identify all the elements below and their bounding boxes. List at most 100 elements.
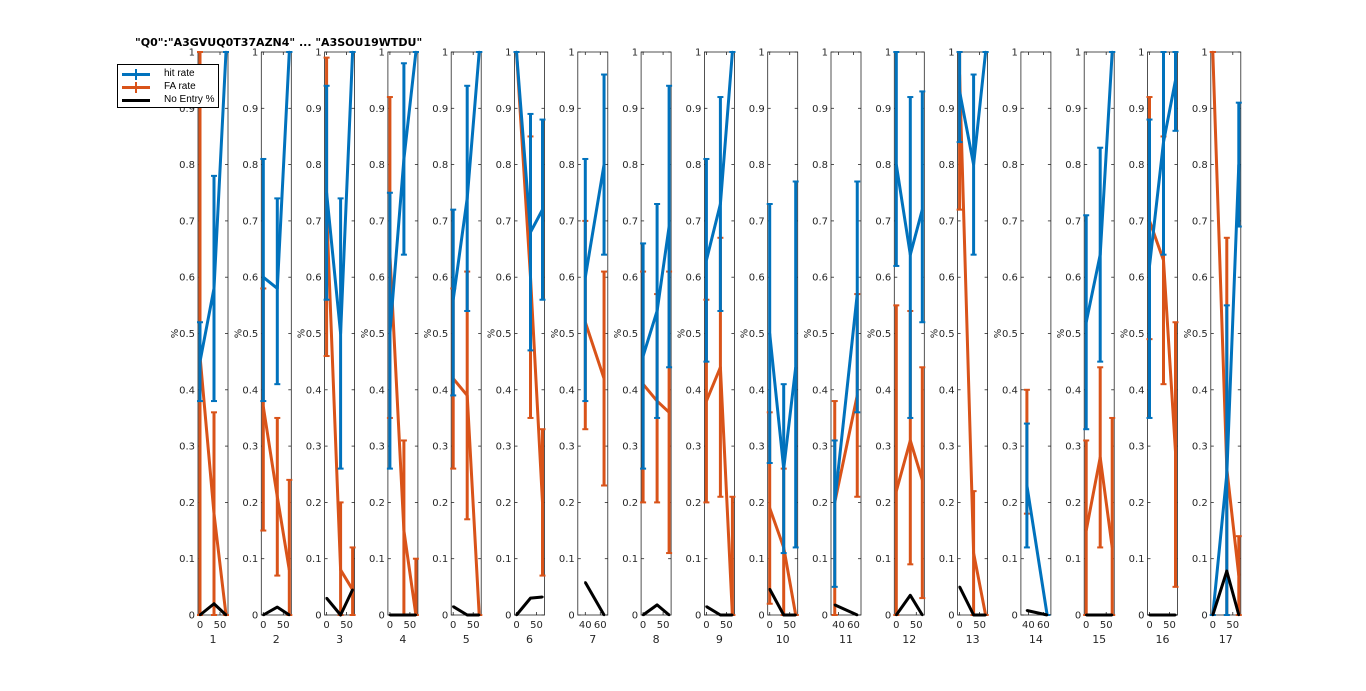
y-tick-label: 0 xyxy=(632,611,638,622)
y-tick-label: 0.6 xyxy=(749,273,765,284)
no-entry-point xyxy=(1045,613,1049,617)
y-tick-label: 0.4 xyxy=(1002,385,1018,396)
subplot-14: 0 0.1 0.2 0.3 0.4 0.5 0.6 0.7 0.8 0.9 1% 40 60 14 xyxy=(993,48,1052,646)
y-tick-label: 0.9 xyxy=(749,104,765,115)
y-tick-label: 0.7 xyxy=(179,216,195,227)
y-tick-label: 0.7 xyxy=(1065,216,1081,227)
hit-rate-point xyxy=(1162,140,1165,144)
no-entry-point xyxy=(602,613,606,617)
no-entry-point xyxy=(288,613,291,617)
x-tick-label: 60 xyxy=(847,620,860,631)
y-tick-label: 0 xyxy=(189,611,195,622)
y-tick-label: 0.7 xyxy=(306,216,322,227)
x-tick-label: 50 xyxy=(910,620,923,631)
y-tick-label: 0.6 xyxy=(306,273,322,284)
y-tick-label: 0.1 xyxy=(1192,554,1208,565)
subplot-9: 0 0.1 0.2 0.3 0.4 0.5 0.6 0.7 0.8 0.9 1% 0 50 9 xyxy=(676,48,736,646)
y-tick-label: 0.7 xyxy=(1192,216,1208,227)
x-tick-label: 0 xyxy=(450,620,456,631)
y-tick-label: 0.5 xyxy=(939,329,955,340)
hit-rate-point xyxy=(515,50,518,54)
x-tick-label: 0 xyxy=(197,620,203,631)
y-tick-label: 1 xyxy=(189,48,195,59)
y-tick-label: 0.8 xyxy=(1192,160,1208,171)
y-tick-label: 0.8 xyxy=(369,160,385,171)
y-tick-label: 0.9 xyxy=(1129,104,1145,115)
no-entry-point xyxy=(529,596,532,600)
hit-rate-point xyxy=(782,467,785,470)
hit-rate-point xyxy=(584,276,587,279)
y-tick-label: 0.4 xyxy=(496,385,512,396)
x-tick-label: 40 xyxy=(1022,620,1035,631)
legend-hit-cap xyxy=(135,69,137,80)
y-tick-label: 0.7 xyxy=(685,216,701,227)
y-axis-label: % xyxy=(930,329,941,339)
x-tick-label: 50 xyxy=(277,620,290,631)
hit-rate-point xyxy=(325,191,328,194)
no-entry-line xyxy=(583,581,606,616)
y-tick-label: 0 xyxy=(695,611,701,622)
x-axis-label: 9 xyxy=(716,633,723,646)
y-tick-label: 0.6 xyxy=(1002,273,1018,284)
no-entry-point xyxy=(515,613,518,617)
y-tick-label: 0.7 xyxy=(812,216,828,227)
y-tick-label: 0.5 xyxy=(1002,329,1018,340)
y-tick-label: 0.5 xyxy=(369,329,385,340)
x-tick-label: 50 xyxy=(657,620,670,631)
y-tick-label: 0.8 xyxy=(306,160,322,171)
y-tick-label: 0.2 xyxy=(1129,498,1145,509)
y-tick-label: 0.8 xyxy=(622,160,638,171)
y-axis-label: % xyxy=(866,329,877,339)
hit-rate-point xyxy=(1237,163,1241,166)
y-axis-label: % xyxy=(487,329,498,339)
subplot-17: 0 0.1 0.2 0.3 0.4 0.5 0.6 0.7 0.8 0.9 1% 0 50 17 xyxy=(1183,48,1242,646)
x-tick-label: 50 xyxy=(530,620,543,631)
y-tick-label: 0.4 xyxy=(306,385,322,396)
y-tick-label: 0.2 xyxy=(875,498,891,509)
hit-rate-point xyxy=(833,501,836,504)
fa-rate-point xyxy=(1237,574,1241,577)
x-tick-label: 0 xyxy=(956,620,962,631)
hit-rate-point xyxy=(731,50,734,54)
hit-rate-point xyxy=(895,163,898,166)
x-tick-label: 0 xyxy=(893,620,899,631)
hit-rate-point xyxy=(351,50,354,54)
y-tick-label: 0.6 xyxy=(1192,273,1208,284)
y-tick-label: 0.4 xyxy=(559,385,575,396)
y-tick-label: 1 xyxy=(822,48,828,59)
y-tick-label: 0.9 xyxy=(939,104,955,115)
y-tick-label: 0.6 xyxy=(875,273,891,284)
hit-rate-point xyxy=(414,50,418,54)
y-tick-label: 0.6 xyxy=(622,273,638,284)
y-tick-label: 0.4 xyxy=(812,385,828,396)
no-entry-point xyxy=(1211,613,1215,617)
subplot-12: 0 0.1 0.2 0.3 0.4 0.5 0.6 0.7 0.8 0.9 1% 0 50 12 xyxy=(866,48,926,646)
fa-rate-point xyxy=(1162,259,1165,262)
y-tick-label: 1 xyxy=(758,48,764,59)
y-tick-label: 0.8 xyxy=(242,160,258,171)
hit-rate-point xyxy=(794,366,797,369)
y-tick-label: 0.1 xyxy=(496,554,512,565)
x-tick-label: 50 xyxy=(214,620,227,631)
y-tick-label: 0.8 xyxy=(875,160,891,171)
y-tick-label: 0.3 xyxy=(1192,442,1208,453)
y-tick-label: 0.7 xyxy=(622,216,638,227)
y-axis-label: % xyxy=(803,329,814,339)
y-tick-label: 0.4 xyxy=(1129,385,1145,396)
subplot-8: 0 0.1 0.2 0.3 0.4 0.5 0.6 0.7 0.8 0.9 1% 0 50 8 xyxy=(613,48,673,646)
y-axis-label: % xyxy=(360,329,371,339)
y-tick-label: 0.6 xyxy=(179,273,195,284)
y-tick-label: 0.3 xyxy=(622,442,638,453)
y-tick-label: 0.7 xyxy=(875,216,891,227)
y-axis-label: % xyxy=(1183,329,1194,339)
no-entry-point xyxy=(325,596,328,600)
y-axis-label: % xyxy=(233,329,244,339)
y-tick-label: 0.8 xyxy=(559,160,575,171)
y-tick-label: 0.5 xyxy=(1065,329,1081,340)
subplot-6: 0 0.1 0.2 0.3 0.4 0.5 0.6 0.7 0.8 0.9 1% 0 50 6 xyxy=(487,48,546,646)
x-tick-label: 0 xyxy=(640,620,646,631)
subplot-1: 0 0.1 0.2 0.3 0.4 0.5 0.6 0.7 0.8 0.9 1% 0 50 1 xyxy=(170,48,229,646)
x-tick-label: 50 xyxy=(973,620,986,631)
no-entry-point xyxy=(958,585,961,589)
